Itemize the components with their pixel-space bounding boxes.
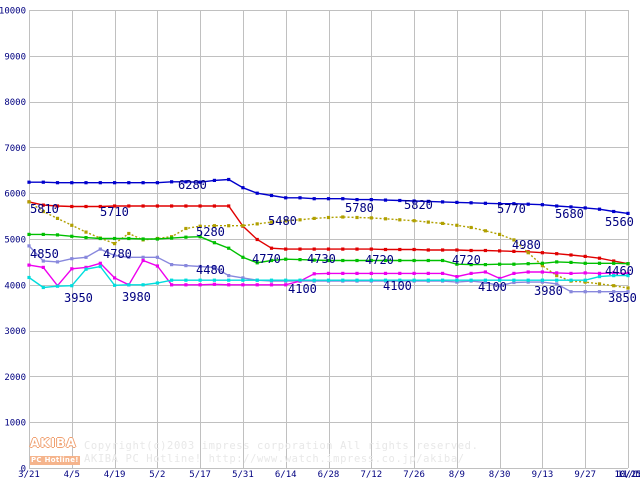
annotation-2-6280: 6280: [178, 178, 207, 192]
annotation-19-3950: 3950: [64, 291, 93, 305]
series-green: [27, 232, 630, 267]
annotation-7-5770: 5770: [497, 202, 526, 216]
x-tick-5-17: 5/17: [189, 470, 211, 480]
annotation-3-5280: 5280: [196, 225, 225, 239]
series-cyan: [27, 264, 630, 290]
x-tick-8-9: 8/9: [449, 470, 465, 480]
y-tick-3000: 3000: [4, 327, 26, 337]
x-tick-5-2: 5/2: [149, 470, 165, 480]
series-blue: [27, 177, 630, 215]
y-tick-8000: 8000: [4, 98, 26, 108]
y-tick-1000: 1000: [4, 419, 26, 429]
annotation-4-5480: 5480: [268, 214, 297, 228]
pc-hotline-logo-text: PC Hotline!: [30, 456, 80, 465]
x-tick-10-25: 10/25: [614, 470, 640, 480]
x-tick-11-1: 11/1: [617, 470, 639, 480]
annotation-23-4100: 4100: [478, 280, 507, 294]
annotation-24-3980: 3980: [534, 284, 563, 298]
annotation-14-4730: 4730: [307, 252, 336, 266]
annotation-9-5560: 5560: [605, 215, 634, 229]
annotation-13-4770: 4770: [252, 252, 281, 266]
data-point-annotations: 5810 5710 6280 5280 5480 5780 5820 5770 5680 5560…: [30, 178, 637, 305]
y-tick-4000: 4000: [4, 281, 26, 291]
watermark-text: Copyright(c)2003 impress corporation All…: [84, 440, 479, 465]
annotation-22-4100: 4100: [383, 279, 412, 293]
annotation-6-5820: 5820: [404, 198, 433, 212]
x-tick-10-11: 10/11: [614, 470, 640, 480]
annotation-0-5810: 5810: [30, 202, 59, 216]
y-tick-7000: 7000: [4, 144, 26, 154]
annotation-15-4720: 4720: [365, 253, 394, 267]
x-tick-6-28: 6/28: [318, 470, 340, 480]
y-tick-10000: 10000: [0, 7, 26, 17]
x-tick-3-21: 3/21: [18, 470, 40, 480]
x-tick-9-13: 9/13: [532, 470, 554, 480]
annotation-5-5780: 5780: [345, 201, 374, 215]
copyright-line-2: AKIBA PC Hotline! http://www.watch.impre…: [84, 453, 465, 465]
y-tick-0: 0: [21, 465, 26, 475]
x-tick-5-31: 5/31: [232, 470, 254, 480]
x-tick-8-30: 8/30: [489, 470, 511, 480]
annotation-12-4480: 4480: [196, 263, 225, 277]
y-axis-tick-labels: 0 1000 2000 3000 4000 5000 6000 7000 8000 9000 100…: [0, 7, 26, 475]
y-tick-2000: 2000: [4, 373, 26, 383]
x-tick-4-5: 4/5: [64, 470, 80, 480]
annotation-17-4980: 4980: [512, 238, 541, 252]
x-tick-7-12: 7/12: [360, 470, 382, 480]
annotation-25-3850: 3850: [608, 291, 637, 305]
series-lines: [27, 177, 630, 294]
x-axis-tick-labels: 3/21 4/5 4/19 5/2 5/17 5/31 6/14 6/28 7/12 7/26 8/…: [18, 470, 640, 480]
x-tick-4-19: 4/19: [104, 470, 126, 480]
copyright-line-1: Copyright(c)2003 impress corporation All…: [84, 440, 479, 452]
y-tick-9000: 9000: [4, 52, 26, 62]
x-tick-6-14: 6/14: [275, 470, 297, 480]
annotation-18-4460: 4460: [605, 264, 634, 278]
annotation-21-4100: 4100: [288, 282, 317, 296]
y-tick-6000: 6000: [4, 190, 26, 200]
akiba-logo-text: AKIBA: [30, 436, 77, 450]
annotation-1-5710: 5710: [100, 205, 129, 219]
annotation-20-3980: 3980: [122, 290, 151, 304]
y-tick-5000: 5000: [4, 236, 26, 246]
x-tick-7-26: 7/26: [403, 470, 425, 480]
annotation-11-4780: 4780: [103, 247, 132, 261]
annotation-8-5680: 5680: [555, 207, 584, 221]
x-tick-9-27: 9/27: [574, 470, 596, 480]
annotation-16-4720: 4720: [452, 253, 481, 267]
akiba-pc-hotline-logo: AKIBA PC Hotline!: [30, 436, 82, 465]
annotation-10-4850: 4850: [30, 247, 59, 261]
